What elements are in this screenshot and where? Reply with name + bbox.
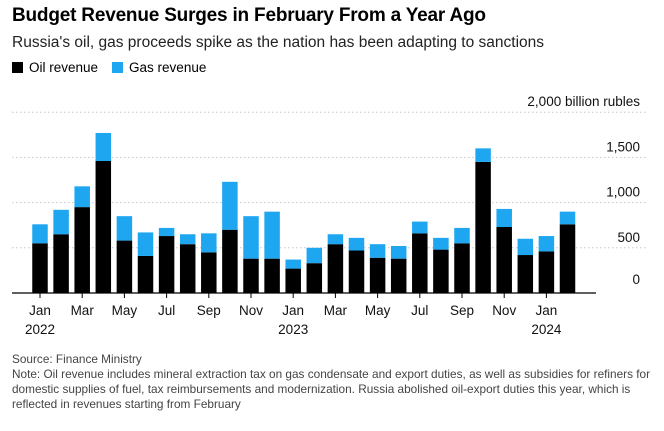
- legend-label-oil: Oil revenue: [29, 60, 99, 75]
- bar-gas: [559, 211, 576, 225]
- bar-gas: [74, 186, 90, 208]
- chart-title: Budget Revenue Surges in February From a…: [12, 5, 486, 26]
- bar-oil: [137, 255, 154, 293]
- bar-oil: [264, 258, 280, 293]
- bar-oil: [179, 244, 196, 293]
- x-tick-label: Nov: [239, 303, 263, 318]
- bar-oil: [348, 250, 365, 293]
- legend: Oil revenue Gas revenue: [12, 60, 206, 75]
- bar-oil: [306, 263, 323, 293]
- bar-oil: [559, 224, 576, 293]
- bar-gas: [95, 132, 112, 162]
- methodology-note: Note: Oil revenue includes mineral extra…: [12, 367, 651, 411]
- x-tick-label: May: [112, 303, 138, 318]
- legend-swatch-oil: [12, 62, 23, 73]
- bar-oil: [116, 240, 133, 293]
- bar-gas: [454, 227, 470, 244]
- source-note: Source: Finance Ministry: [12, 352, 142, 366]
- bar-gas: [475, 148, 491, 162]
- bar-gas: [306, 247, 323, 264]
- x-tick-label: Jan: [29, 303, 51, 318]
- bar-gas: [32, 224, 48, 244]
- bar-gas: [53, 209, 69, 235]
- y-tick-label: 0: [632, 272, 640, 287]
- legend-swatch-gas: [112, 62, 124, 73]
- bar-gas: [327, 234, 344, 245]
- x-year-label: 2022: [25, 322, 55, 337]
- x-tick-label: Nov: [492, 303, 516, 318]
- legend-item-oil: Oil revenue: [12, 60, 98, 75]
- bar-oil: [158, 236, 175, 293]
- x-year-label: 2024: [531, 322, 562, 337]
- bar-oil: [327, 244, 344, 293]
- bar-oil: [517, 255, 534, 293]
- bar-oil: [475, 161, 491, 293]
- bar-gas: [390, 245, 407, 259]
- x-tick-label: Jul: [411, 303, 428, 318]
- bar-chart: 0 500 1,000 1,500 2,000 billion rubles Jan 202…: [12, 94, 646, 337]
- chart-subtitle: Russia's oil, gas proceeds spike as the …: [12, 34, 545, 51]
- bar-gas: [158, 227, 175, 237]
- bar-oil: [222, 229, 238, 293]
- bar-gas: [517, 238, 534, 256]
- x-tick-label: Jan: [282, 303, 304, 318]
- bar-gas: [222, 181, 238, 230]
- bar-oil: [433, 249, 449, 293]
- bar-gas: [412, 221, 428, 234]
- bar-oil: [74, 207, 90, 293]
- y-unit-label: 2,000 billion rubles: [527, 94, 640, 109]
- bar-gas: [201, 233, 217, 253]
- bar-gas: [348, 237, 365, 251]
- bar-gas: [243, 216, 259, 259]
- bar-gas: [116, 216, 133, 241]
- x-tick-label: Mar: [324, 303, 348, 318]
- bar-gas: [433, 237, 449, 250]
- x-tick-label: Mar: [71, 303, 95, 318]
- legend-label-gas: Gas revenue: [129, 60, 207, 75]
- bar-gas: [538, 236, 555, 252]
- bar-oil: [496, 227, 512, 293]
- y-tick-label: 1,500: [606, 139, 640, 154]
- legend-item-gas: Gas revenue: [112, 60, 206, 75]
- bar-oil: [538, 251, 555, 293]
- bar-gas: [285, 259, 301, 269]
- bar-oil: [53, 234, 69, 293]
- bar-oil: [201, 252, 217, 293]
- bar-oil: [32, 243, 48, 293]
- bar-gas: [179, 234, 196, 245]
- x-tick-label: Sep: [197, 303, 221, 318]
- x-year-label: 2023: [278, 322, 308, 337]
- x-tick-label: May: [365, 303, 391, 318]
- bar-gas: [496, 208, 512, 228]
- x-tick-label: Jul: [158, 303, 175, 318]
- chart-footer: Source: Finance Ministry Note: Oil reven…: [12, 352, 652, 412]
- bar-oil: [454, 243, 470, 293]
- y-tick-label: 1,000: [606, 185, 640, 200]
- bar-gas: [369, 244, 386, 258]
- bar-oil: [95, 161, 112, 293]
- bar-gas: [137, 232, 154, 256]
- bar-oil: [390, 258, 407, 293]
- bar-oil: [285, 268, 301, 293]
- x-tick-label: Sep: [450, 303, 474, 318]
- bar-oil: [369, 257, 386, 293]
- bar-oil: [243, 258, 259, 293]
- y-tick-label: 500: [617, 230, 640, 245]
- bar-gas: [264, 211, 280, 259]
- bar-oil: [412, 233, 428, 293]
- x-tick-label: Jan: [536, 303, 558, 318]
